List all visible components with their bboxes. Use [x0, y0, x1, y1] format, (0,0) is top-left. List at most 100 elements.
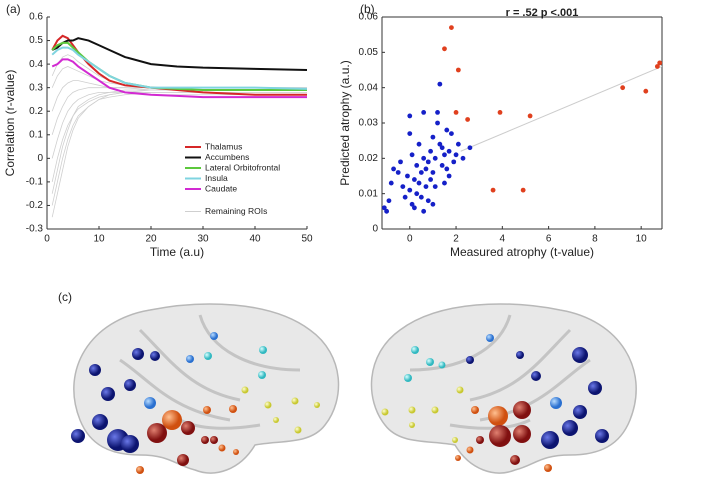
- point: [453, 152, 459, 158]
- x-tick-label: 40: [249, 234, 261, 245]
- point: [416, 180, 422, 186]
- y-tick-label: 0.03: [359, 118, 379, 129]
- point: [409, 201, 415, 207]
- point: [527, 113, 533, 119]
- point: [423, 166, 429, 172]
- x-axis-label: Time (a.u): [150, 245, 204, 259]
- legend-label: Insula: [205, 173, 228, 183]
- point: [657, 60, 663, 66]
- gyri: [409, 314, 591, 430]
- point: [421, 208, 427, 214]
- point: [453, 110, 459, 115]
- y-tick-label: 0.1: [29, 129, 43, 140]
- y-tick-label: -0.1: [26, 177, 44, 188]
- point: [444, 127, 450, 133]
- point: [430, 170, 436, 175]
- point: [442, 46, 447, 52]
- roi-line: [51, 89, 307, 159]
- annotation: r = .52 p <.001: [506, 7, 579, 19]
- point: [449, 25, 454, 30]
- point: [430, 201, 436, 207]
- point: [407, 187, 413, 193]
- x-tick-label: 10: [636, 234, 648, 245]
- series-line: [51, 34, 307, 96]
- y-tick-label: 0.06: [359, 12, 379, 23]
- point: [405, 173, 410, 179]
- x-tick-label: 50: [301, 234, 313, 245]
- panel-label: (a): [6, 2, 21, 16]
- point: [428, 148, 433, 154]
- point: [411, 177, 417, 182]
- y-tick-label: 0.04: [359, 82, 379, 93]
- x-tick-label: 20: [145, 234, 157, 245]
- point: [381, 205, 387, 211]
- point: [416, 141, 422, 147]
- point: [400, 184, 406, 190]
- point: [421, 155, 427, 161]
- point: [425, 198, 431, 204]
- brain-right: [370, 303, 637, 474]
- point: [421, 110, 427, 115]
- point: [455, 141, 461, 147]
- point: [643, 88, 649, 94]
- brain-left: [71, 303, 340, 474]
- point: [446, 173, 452, 179]
- point: [418, 194, 424, 200]
- y-tick-label: 0: [37, 153, 43, 164]
- y-tick-label: 0.2: [29, 106, 43, 117]
- point: [398, 159, 403, 165]
- point: [620, 85, 626, 91]
- point: [460, 155, 466, 161]
- point: [414, 191, 420, 197]
- point: [430, 134, 436, 140]
- fit-line: [460, 66, 663, 152]
- point: [446, 148, 452, 154]
- y-tick-label: 0.5: [29, 35, 43, 46]
- point: [428, 177, 433, 182]
- point: [407, 131, 413, 137]
- legend-label: Remaining ROIs: [205, 206, 267, 216]
- y-tick-label: 0.6: [29, 12, 43, 23]
- y-tick-label: 0.05: [359, 47, 379, 58]
- point: [442, 152, 447, 158]
- point: [490, 187, 496, 193]
- point: [467, 145, 473, 151]
- point: [432, 184, 438, 190]
- spheres: [381, 334, 609, 472]
- point: [444, 166, 450, 172]
- point: [395, 170, 401, 175]
- legend-label: Lateral Orbitofrontal: [205, 162, 280, 172]
- x-tick-label: 8: [592, 234, 598, 245]
- point: [455, 67, 461, 73]
- point: [437, 141, 443, 147]
- panel-label: (b): [360, 2, 375, 16]
- point: [442, 180, 447, 186]
- roi-line: [51, 54, 307, 91]
- x-tick-label: 10: [93, 234, 105, 245]
- y-tick-label: 0.02: [359, 153, 379, 164]
- x-tick-label: 2: [453, 234, 459, 245]
- legend-label: Thalamus: [205, 141, 242, 151]
- point: [409, 152, 415, 158]
- x-tick-label: 6: [546, 234, 552, 245]
- panel-label: (c): [58, 290, 72, 304]
- gyri: [119, 314, 301, 430]
- point: [402, 194, 408, 200]
- point: [425, 159, 431, 165]
- point: [437, 81, 443, 87]
- point: [439, 163, 445, 168]
- point: [391, 166, 396, 172]
- legend-label: Caudate: [205, 183, 237, 193]
- y-tick-label: -0.2: [26, 200, 44, 211]
- series-line: [51, 46, 308, 90]
- x-tick-label: 30: [197, 234, 209, 245]
- point: [386, 198, 392, 204]
- y-tick-label: -0.3: [26, 224, 44, 235]
- point: [435, 110, 440, 115]
- point: [411, 205, 417, 211]
- legend-label: Accumbens: [205, 152, 249, 162]
- y-tick-label: 0.4: [29, 59, 43, 70]
- y-axis-label: Correlation (r-value): [3, 70, 17, 177]
- spheres: [71, 332, 320, 474]
